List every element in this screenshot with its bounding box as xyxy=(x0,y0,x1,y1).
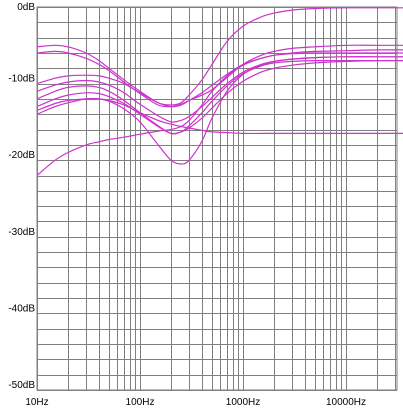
y-tick-label-3: -30dB xyxy=(8,227,35,238)
y-axis-labels: 0dB -10dB -20dB -30dB -40dB -50dB xyxy=(8,2,35,391)
series-line-9 xyxy=(36,49,403,176)
x-tick-label-1: 100Hz xyxy=(126,397,155,408)
x-tick-label-3: 10000Hz xyxy=(326,397,366,408)
y-tick-label-5: -50dB xyxy=(8,380,35,391)
y-tick-label-2: -20dB xyxy=(8,150,35,161)
series-line-8 xyxy=(36,98,403,135)
series-line-5 xyxy=(36,56,403,135)
plot-frame xyxy=(36,6,398,391)
series-lines xyxy=(36,7,403,176)
y-tick-label-1: -10dB xyxy=(8,74,35,85)
series-line-1 xyxy=(36,7,403,106)
x-axis-labels: 10Hz 100Hz 1000Hz 10000Hz xyxy=(25,397,366,408)
x-tick-label-2: 1000Hz xyxy=(226,397,260,408)
x-tick-label-0: 10Hz xyxy=(25,397,48,408)
y-tick-label-0: 0dB xyxy=(17,2,35,13)
series-line-3 xyxy=(36,52,403,108)
y-tick-label-4: -40dB xyxy=(8,303,35,314)
grid xyxy=(37,7,397,391)
